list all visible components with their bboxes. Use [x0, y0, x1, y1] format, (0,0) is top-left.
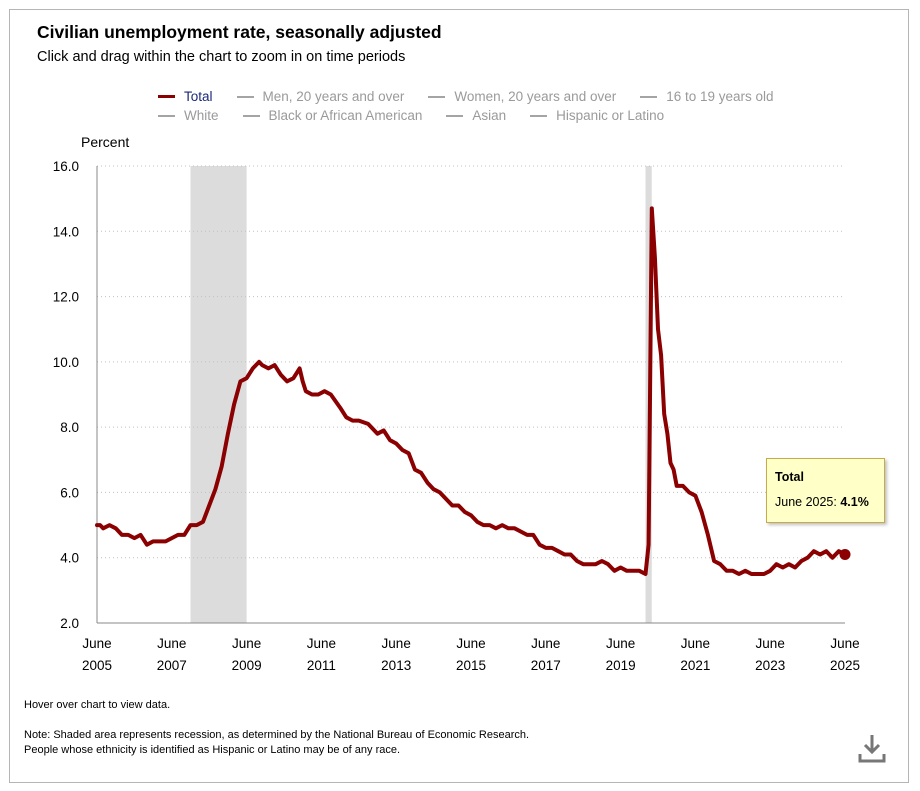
- chart-container: [9, 9, 909, 783]
- y-tick-label: 12.0: [53, 290, 79, 305]
- ethnicity-note: People whose ethnicity is identified as …: [24, 744, 401, 756]
- x-tick-year: 2013: [381, 658, 411, 673]
- legend-item[interactable]: Men, 20 years and over: [236, 89, 405, 104]
- x-tick-month: June: [606, 636, 635, 651]
- x-tick-month: June: [531, 636, 560, 651]
- legend-item[interactable]: Black or African American: [242, 108, 423, 123]
- legend-item[interactable]: Hispanic or Latino: [530, 108, 664, 123]
- x-tick-month: June: [157, 636, 186, 651]
- download-icon[interactable]: [858, 732, 886, 764]
- x-tick-year: 2005: [82, 658, 112, 673]
- tooltip-title: Total: [775, 470, 804, 484]
- x-tick-month: June: [382, 636, 411, 651]
- x-tick-month: June: [82, 636, 111, 651]
- recession-note: Note: Shaded area represents recession, …: [24, 729, 530, 741]
- highlight-point[interactable]: [839, 548, 851, 560]
- legend-swatch: [530, 114, 548, 117]
- legend-swatch: [640, 95, 658, 98]
- y-tick-label: 8.0: [60, 420, 79, 435]
- legend-row-1: Total Men, 20 years and over Women, 20 yea…: [158, 89, 798, 104]
- x-tick-month: June: [456, 636, 485, 651]
- y-tick-label: 16.0: [53, 159, 79, 174]
- legend-swatch: [446, 114, 464, 117]
- x-tick-year: 2009: [232, 658, 262, 673]
- tooltip-label: June 2025:: [775, 495, 841, 509]
- legend-label: Women, 20 years and over: [454, 89, 617, 104]
- x-tick-year: 2021: [680, 658, 710, 673]
- x-tick-year: 2023: [755, 658, 785, 673]
- y-axis-label: Percent: [81, 134, 130, 150]
- chart-subtitle: Click and drag within the chart to zoom …: [37, 49, 406, 65]
- legend-label: 16 to 19 years old: [666, 89, 774, 104]
- legend-item[interactable]: Women, 20 years and over: [428, 89, 616, 104]
- legend-swatch: [242, 114, 260, 117]
- y-tick-label: 4.0: [60, 551, 79, 566]
- x-tick-year: 2007: [157, 658, 187, 673]
- legend-item[interactable]: White: [158, 108, 219, 123]
- x-tick-month: June: [681, 636, 710, 651]
- legend-label: Men, 20 years and over: [262, 89, 405, 104]
- legend-swatch: [428, 95, 446, 98]
- series-line-total[interactable]: [95, 206, 847, 576]
- x-tick-month: June: [232, 636, 261, 651]
- legend-swatch: [158, 114, 175, 117]
- x-tick-year: 2017: [531, 658, 561, 673]
- tooltip-value: 4.1%: [840, 495, 869, 509]
- y-tick-label: 14.0: [53, 224, 79, 239]
- legend-label: White: [184, 108, 219, 123]
- legend-row-2: White Black or African American Asian Hispa…: [158, 108, 688, 123]
- legend-label: Hispanic or Latino: [556, 108, 665, 123]
- legend-item[interactable]: 16 to 19 years old: [640, 89, 774, 104]
- y-tick-label: 2.0: [60, 616, 79, 631]
- x-tick-month: June: [756, 636, 785, 651]
- x-tick-year: 2019: [606, 658, 636, 673]
- legend-swatch: [236, 95, 254, 98]
- y-tick-label: 6.0: [60, 485, 79, 500]
- x-tick-month: June: [830, 636, 859, 651]
- chart-title: Civilian unemployment rate, seasonally a…: [37, 22, 442, 42]
- legend-label: Black or African American: [268, 108, 423, 123]
- legend-label: Asian: [472, 108, 507, 123]
- tooltip: Total June 2025: 4.1%: [766, 458, 885, 523]
- legend-swatch: [158, 95, 175, 98]
- legend-item[interactable]: Asian: [446, 108, 506, 123]
- legend-label: Total: [184, 89, 213, 104]
- x-tick-year: 2015: [456, 658, 486, 673]
- legend-item[interactable]: Total: [158, 89, 213, 104]
- x-tick-year: 2011: [307, 658, 336, 673]
- x-tick-month: June: [307, 636, 336, 651]
- hover-note: Hover over chart to view data.: [24, 699, 171, 711]
- tooltip-body: June 2025: 4.1%: [775, 495, 876, 509]
- x-tick-year: 2025: [830, 658, 860, 673]
- y-tick-label: 10.0: [53, 355, 79, 370]
